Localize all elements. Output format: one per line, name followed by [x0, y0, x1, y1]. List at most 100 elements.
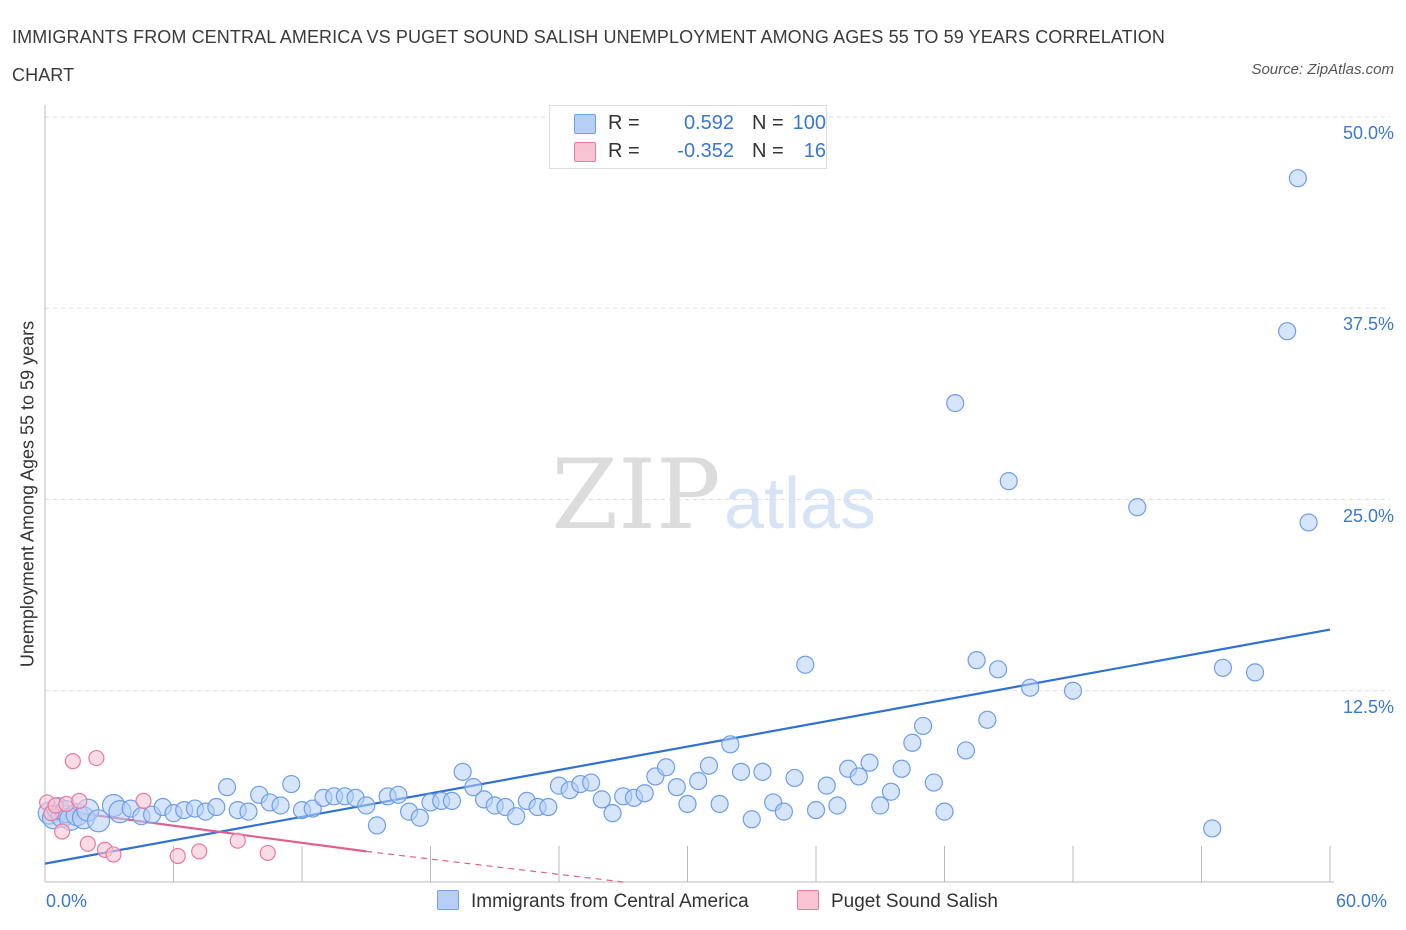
data-point-puget-sound-salish [169, 847, 186, 865]
data-point-central-america [603, 804, 622, 823]
data-point-central-america [871, 796, 890, 815]
bottom-legend-blue: Immigrants from Central America [437, 890, 749, 914]
data-point-central-america [903, 733, 922, 752]
data-point-central-america [442, 791, 462, 811]
data-point-central-america [721, 735, 740, 754]
data-point-central-america [699, 756, 719, 775]
data-point-central-america [86, 809, 111, 833]
bottom-legend-swatch-pink [797, 890, 819, 910]
data-point-central-america [860, 753, 879, 772]
data-point-central-america [892, 759, 911, 778]
data-point-central-america [303, 799, 322, 818]
data-point-central-america [1128, 498, 1147, 517]
watermark-zip: ZIP [551, 439, 720, 551]
y-tick-label: 25.0% [1342, 505, 1394, 526]
data-point-central-america [1288, 169, 1307, 188]
data-point-central-america [817, 776, 836, 795]
data-point-central-america [978, 710, 997, 729]
data-point-puget-sound-salish [105, 846, 122, 863]
bottom-legend-label-blue: Immigrants from Central America [471, 891, 749, 912]
y-tick-label: 50.0% [1342, 123, 1394, 143]
data-point-central-america [207, 797, 226, 817]
legend-n-label: N = [752, 140, 784, 162]
data-point-central-america [367, 816, 387, 835]
legend-swatch-blue [574, 114, 596, 134]
legend-r-label: R = [608, 140, 640, 162]
data-point-central-america [774, 802, 793, 821]
x-tick-label-min: 0.0% [46, 891, 88, 911]
data-point-central-america [828, 796, 847, 815]
data-point-puget-sound-salish [54, 823, 71, 840]
legend-swatch-pink [574, 142, 596, 162]
data-point-central-america [592, 790, 611, 809]
data-point-central-america [357, 796, 376, 815]
data-point-central-america [956, 741, 976, 760]
data-point-puget-sound-salish [88, 749, 105, 767]
legend-r-label: R = [608, 112, 640, 134]
data-point-central-america [635, 784, 654, 803]
data-point-central-america [1213, 658, 1233, 677]
data-point-central-america [282, 774, 301, 794]
data-point-central-america [656, 758, 676, 777]
data-point-puget-sound-salish [135, 792, 152, 810]
data-point-central-america [507, 807, 526, 826]
legend-n-value-blue: 100 [792, 112, 826, 134]
watermark-atlas: atlas [724, 464, 876, 544]
data-point-central-america [389, 785, 408, 804]
legend-r-value-blue: 0.592 [683, 112, 734, 134]
data-point-central-america [967, 651, 986, 670]
data-point-puget-sound-salish [79, 835, 96, 852]
data-point-central-america [667, 778, 686, 797]
axes [44, 105, 1334, 883]
chart-title: IMMIGRANTS FROM CENTRAL AMERICA VS PUGET… [12, 27, 1165, 85]
data-point-central-america [731, 762, 751, 781]
data-point-central-america [806, 800, 826, 820]
data-point-central-america [935, 802, 954, 821]
data-point-central-america [924, 773, 943, 792]
bottom-legend-pink: Puget Sound Salish [797, 890, 998, 914]
data-point-puget-sound-salish [229, 832, 246, 849]
data-point-central-america [796, 655, 815, 674]
data-point-puget-sound-salish [64, 753, 81, 770]
grid-lines [45, 116, 1390, 692]
data-point-central-america [946, 394, 965, 413]
trend-line-puget-sound-salish-extrapolated [366, 850, 624, 883]
data-point-central-america [753, 762, 772, 781]
y-axis-label: Unemployment Among Ages 55 to 59 years [17, 320, 38, 668]
data-point-central-america [1299, 513, 1318, 532]
data-point-central-america [689, 771, 708, 791]
bottom-legend-swatch-blue [437, 890, 459, 910]
data-point-central-america [217, 778, 237, 797]
y-tick-label: 12.5% [1342, 696, 1394, 717]
data-point-central-america [742, 810, 761, 829]
data-point-central-america [453, 762, 472, 781]
data-point-central-america [1063, 681, 1083, 700]
data-point-central-america [582, 773, 601, 792]
legend-r-value-pink: -0.352 [677, 140, 734, 162]
data-point-central-america [881, 782, 901, 801]
data-point-central-america [785, 768, 804, 788]
data-point-central-america [464, 778, 483, 797]
data-point-central-america [539, 797, 558, 817]
legend-n-value-pink: 16 [803, 140, 826, 162]
bottom-legend-label-pink: Puget Sound Salish [831, 891, 998, 912]
data-point-central-america [999, 472, 1018, 491]
data-point-central-america [271, 796, 290, 815]
data-point-central-america [710, 794, 729, 814]
data-point-central-america [239, 802, 258, 821]
stats-legend: R = 0.592 N = 100 R = -0.352 N = 16 [549, 105, 827, 169]
y-tick-label: 37.5% [1342, 314, 1394, 335]
data-point-central-america [1021, 678, 1040, 697]
x-tick-label-max: 60.0% [1336, 891, 1388, 911]
data-point-central-america [678, 794, 697, 814]
trend-line-central-america [44, 628, 1331, 865]
data-point-central-america [1245, 663, 1265, 682]
data-point-central-america [849, 767, 868, 786]
data-point-central-america [913, 716, 933, 736]
data-points [37, 169, 1318, 865]
data-point-central-america [988, 660, 1008, 679]
data-point-central-america [1278, 322, 1297, 341]
chart-source: Source: ZipAtlas.com [1251, 61, 1394, 78]
data-point-puget-sound-salish [71, 792, 88, 810]
